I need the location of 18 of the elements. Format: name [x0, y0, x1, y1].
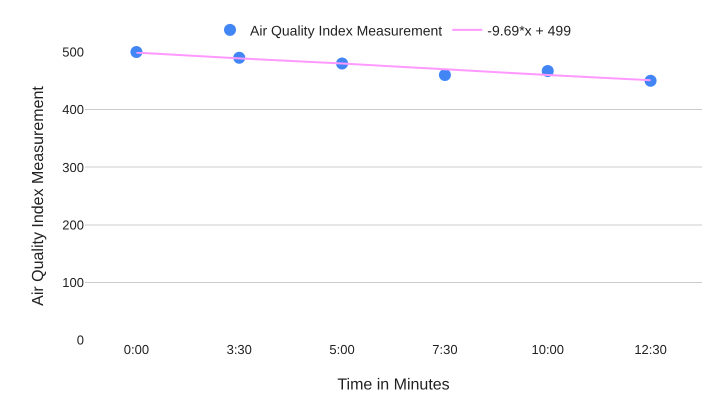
y-tick-label: 100 — [62, 274, 84, 290]
y-tick-label: 300 — [62, 160, 84, 175]
point — [130, 46, 142, 58]
legend-label: Air Quality Index Measurement — [250, 22, 442, 38]
y-tick-label: 0 — [76, 332, 84, 348]
x-tick-label: 12:30 — [634, 342, 667, 357]
x-tick-label: 3:30 — [226, 342, 252, 357]
x-tick-label: 0:00 — [124, 342, 150, 357]
x-tick-label: 5:00 — [329, 342, 355, 357]
y-tick-label: 200 — [62, 217, 84, 232]
x-axis-title: Time in Minutes — [337, 376, 450, 394]
point — [438, 69, 451, 82]
y-tick-label: 400 — [62, 102, 84, 118]
y-axis-title: Air Quality Index Measurement — [30, 86, 47, 306]
x-tick-label: 10:00 — [531, 342, 564, 357]
y-tick-label: 500 — [62, 44, 84, 60]
x-tick-label: 7:30 — [432, 342, 458, 357]
legend-label: -9.69*x + 499 — [487, 22, 572, 38]
